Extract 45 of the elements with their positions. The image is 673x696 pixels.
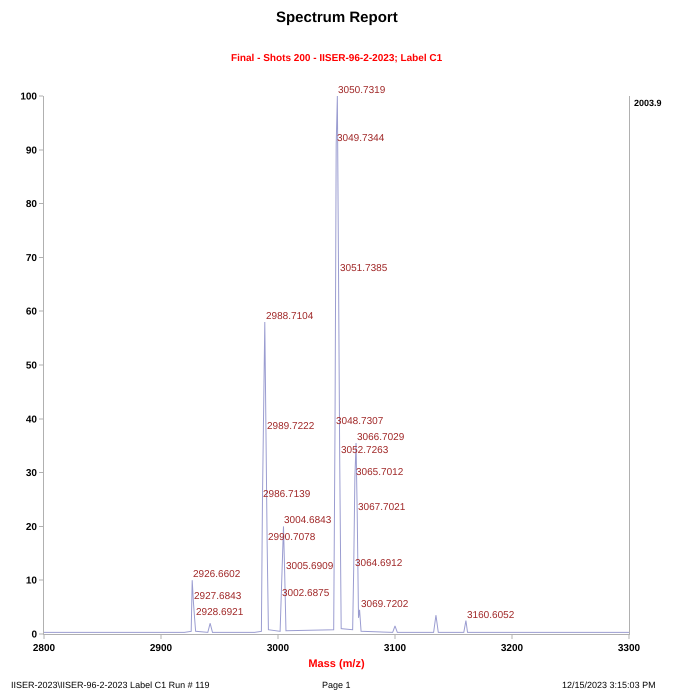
annotation: 3004.6843 [284,515,332,526]
x-tick-label: 3000 [266,643,290,654]
y-tick-label: 30 [26,468,38,480]
annotation: 3049.7344 [337,133,385,144]
annotation: 2989.7222 [267,421,315,432]
y-tick-label: 10 [26,576,38,587]
annotation: 3064.6912 [355,558,403,569]
y-tick-label: 20 [26,522,38,533]
x-tick-label: 3200 [500,643,524,654]
annotation: 3005.6909 [286,561,334,572]
y-tick-label: 90 [26,145,38,156]
y-tick-label: 40 [26,414,38,426]
y-tick-label: 100 [20,92,38,102]
chart-subtitle: Final - Shots 200 - IISER-96-2-2023; Label C1 [231,53,443,64]
annotation: 3069.7202 [361,599,409,610]
x-tick-label: 3100 [384,643,407,654]
y-tick-label: 50 [26,360,38,372]
annotation: 3065.7012 [356,467,404,478]
annotation: 3002.6875 [282,588,330,599]
chart-title: Spectrum Report [276,9,398,26]
y-tick-label: 60 [26,306,38,318]
annotation: 3066.7029 [357,432,405,443]
annotation: 3052.7263 [341,445,389,456]
y-tick-label: 70 [26,252,38,264]
annotation: 2988.7104 [266,311,314,322]
annotation: 2990.7078 [268,532,316,543]
annotation: 3050.7319 [338,85,386,96]
annotation: 2927.6843 [194,591,242,602]
annotation: 3067.7021 [358,502,406,513]
x-tick-label: 2900 [150,643,173,654]
annotation: 2986.7139 [263,489,311,500]
annotation: 2928.6921 [196,607,244,618]
text: Page 1 [322,680,351,690]
text: IISER-2023\IISER-96-2-2023 Label C1 Run # 119 [11,680,210,690]
y-tick-label: 0 [31,630,38,640]
annotation: 3051.7385 [340,263,388,274]
x-axis-title: Mass (m/z) [308,658,365,670]
x-tick-label: 2800 [32,643,56,654]
x-tick-label: 3300 [618,643,641,654]
annotation: 2926.6602 [193,569,241,580]
annotation: 3160.6052 [467,610,515,621]
y-tick-label: 80 [26,199,38,210]
annotation: 3048.7307 [336,416,384,427]
text: 12/15/2023 3:15:03 PM [562,680,656,690]
text: 2003.9 [634,98,662,108]
